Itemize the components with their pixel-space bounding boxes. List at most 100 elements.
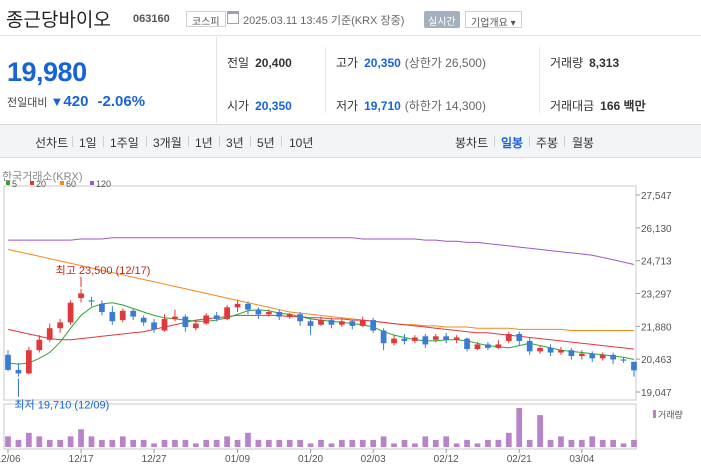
volume-bar	[558, 436, 564, 447]
price-chart[interactable]: 한국거래소(KRX) 5 20 60 120 27,547 26,130 24,713 23,…	[0, 160, 701, 476]
volume-bar	[36, 436, 43, 447]
volume-bar	[474, 443, 481, 447]
x-tick-label: 12/06	[0, 454, 21, 465]
legend-swatch	[90, 181, 94, 185]
volume-bar	[88, 436, 95, 447]
candle-body	[15, 369, 22, 374]
y-tick-label: 19,047	[641, 388, 672, 399]
volume-bar	[172, 439, 178, 447]
tab-1y[interactable]: 1년	[195, 136, 213, 150]
candle-body	[380, 330, 387, 344]
tab-daily[interactable]: 일봉	[501, 136, 524, 150]
upper-limit: (상한가 26,500)	[404, 56, 486, 70]
candle-body	[99, 303, 105, 312]
volume-bar	[589, 436, 596, 447]
stat-prev: 전일 20,400	[227, 54, 292, 71]
volume-bar	[338, 439, 345, 447]
y-tick-label: 20,463	[641, 355, 672, 366]
tab-monthly[interactable]: 월봉	[572, 136, 595, 150]
volume-bar	[516, 408, 523, 447]
change-percent: -2.06%	[97, 93, 146, 110]
candle-body	[401, 338, 408, 341]
realtime-button[interactable]: 실시간	[424, 11, 460, 28]
chart-source: 한국거래소(KRX)	[2, 171, 83, 183]
candle-body	[495, 344, 502, 348]
candle-body	[88, 300, 95, 302]
volume-bar	[67, 436, 74, 447]
candle-body	[286, 314, 293, 317]
volume-bar	[380, 436, 387, 447]
candle-body	[443, 336, 450, 340]
stat-value: 8,313	[589, 56, 620, 70]
tab-10y[interactable]: 10년	[289, 136, 314, 150]
volume-bar	[109, 439, 116, 447]
volume-bar	[422, 436, 429, 447]
candle-body	[67, 302, 74, 323]
chart-period-tabs: 선차트 1일 1주일 3개월 1년 3년 5년 10년 봉차트 일봉 주봉 월봉	[0, 125, 701, 158]
chart-frame	[3, 185, 637, 401]
volume-bar	[349, 439, 356, 447]
tab-weekly[interactable]: 주봉	[536, 136, 559, 150]
candle-body	[620, 359, 627, 361]
legend-label: 5	[12, 179, 17, 189]
candle-body	[526, 340, 533, 352]
volume-bar	[46, 439, 53, 447]
candle-body	[505, 333, 512, 341]
divider	[216, 37, 217, 123]
volume-bar	[328, 443, 335, 447]
tab-3y[interactable]: 3년	[226, 136, 244, 150]
candle-body	[474, 344, 481, 350]
candle-body	[5, 354, 11, 370]
tab-5y[interactable]: 5년	[257, 136, 275, 150]
volume-bar	[192, 443, 199, 447]
volume-frame	[3, 403, 637, 450]
tab-1w[interactable]: 1주일	[110, 136, 139, 150]
candle-body	[485, 344, 491, 348]
candle-body	[391, 338, 397, 344]
company-info-dropdown[interactable]: 기업개요 ▾	[465, 11, 522, 29]
candle-body	[234, 303, 241, 308]
y-tick-label: 23,297	[641, 290, 672, 301]
stat-label: 시가	[227, 99, 250, 113]
candle-body	[516, 333, 523, 341]
volume-bar	[370, 439, 377, 447]
tab-candle-chart[interactable]: 봉차트	[455, 136, 489, 150]
candle-body	[57, 322, 64, 329]
tab-3m[interactable]: 3개월	[153, 136, 182, 150]
down-arrow-icon: ▼	[50, 94, 64, 109]
candle-body	[109, 311, 116, 322]
volume-bar	[255, 439, 262, 447]
stat-low: 저가 19,710 (하한가 14,300)	[336, 97, 486, 114]
candle-body	[151, 322, 157, 330]
stat-value: 20,350	[255, 99, 292, 113]
divider	[529, 136, 530, 147]
stat-value: 20,400	[255, 56, 292, 70]
volume-bar	[213, 439, 220, 447]
candlestick-svg[interactable]: 5 20 60 120 27,547 26,130 24,713 23,297 21,880 20…	[0, 160, 701, 476]
stat-amount: 거래대금 166 백만	[550, 97, 646, 114]
volume-bar	[307, 443, 314, 447]
volume-bar	[432, 439, 439, 447]
market-badge: 코스피	[186, 11, 226, 28]
stat-label: 거래대금	[550, 99, 595, 113]
candle-body	[245, 303, 251, 310]
legend-swatch	[6, 181, 10, 185]
current-price: 19,980	[7, 57, 87, 87]
volume-bar	[453, 443, 460, 447]
stat-label: 고가	[336, 56, 359, 70]
volume-bar	[297, 439, 304, 447]
volume-bar	[495, 439, 502, 447]
candle-body	[631, 361, 637, 371]
volume-bar	[547, 439, 554, 447]
divider	[146, 136, 147, 147]
tab-1d[interactable]: 1일	[79, 136, 97, 150]
candle-body	[78, 293, 84, 299]
candle-body	[265, 311, 272, 315]
y-tick-label: 21,880	[641, 322, 672, 333]
candle-body	[599, 354, 606, 359]
candle-body	[338, 321, 345, 325]
volume-bar	[57, 439, 64, 447]
volume-bar	[182, 439, 189, 447]
legend-swatch	[60, 181, 64, 185]
tab-line-chart[interactable]: 선차트	[35, 136, 69, 150]
